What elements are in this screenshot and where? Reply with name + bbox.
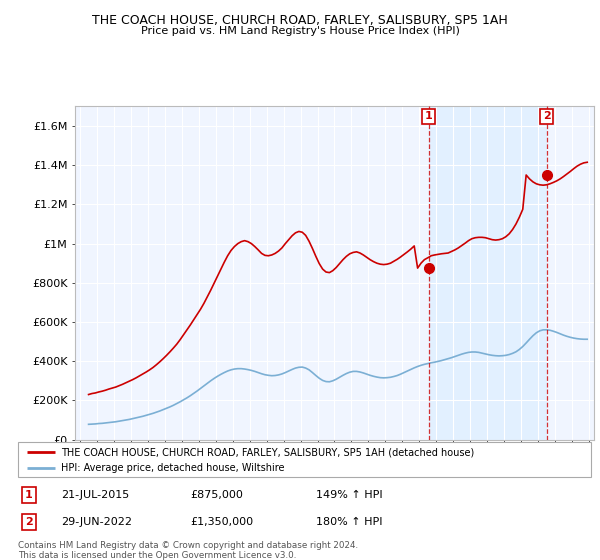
- Text: 2: 2: [542, 111, 550, 122]
- Text: Price paid vs. HM Land Registry's House Price Index (HPI): Price paid vs. HM Land Registry's House …: [140, 26, 460, 36]
- Text: 29-JUN-2022: 29-JUN-2022: [61, 517, 132, 528]
- Text: 2: 2: [25, 517, 32, 528]
- Text: £875,000: £875,000: [190, 489, 243, 500]
- Text: HPI: Average price, detached house, Wiltshire: HPI: Average price, detached house, Wilt…: [61, 463, 284, 473]
- Text: 21-JUL-2015: 21-JUL-2015: [61, 489, 129, 500]
- Bar: [428, 106, 547, 440]
- Text: 180% ↑ HPI: 180% ↑ HPI: [316, 517, 382, 528]
- Text: THE COACH HOUSE, CHURCH ROAD, FARLEY, SALISBURY, SP5 1AH (detached house): THE COACH HOUSE, CHURCH ROAD, FARLEY, SA…: [61, 447, 474, 457]
- Text: 1: 1: [25, 489, 32, 500]
- Text: THE COACH HOUSE, CHURCH ROAD, FARLEY, SALISBURY, SP5 1AH: THE COACH HOUSE, CHURCH ROAD, FARLEY, SA…: [92, 14, 508, 27]
- Text: 1: 1: [425, 111, 433, 122]
- Text: Contains HM Land Registry data © Crown copyright and database right 2024.
This d: Contains HM Land Registry data © Crown c…: [18, 541, 358, 560]
- Text: 149% ↑ HPI: 149% ↑ HPI: [316, 489, 383, 500]
- Text: £1,350,000: £1,350,000: [190, 517, 253, 528]
- FancyBboxPatch shape: [18, 442, 591, 477]
